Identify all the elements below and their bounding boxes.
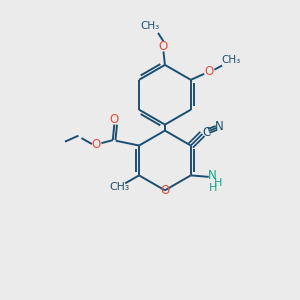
Text: O: O xyxy=(110,113,119,126)
Text: O: O xyxy=(159,40,168,53)
Text: CH₃: CH₃ xyxy=(221,56,241,65)
Text: CH₃: CH₃ xyxy=(110,182,130,193)
Text: O: O xyxy=(92,138,101,151)
Text: O: O xyxy=(160,184,170,197)
Text: H: H xyxy=(214,178,223,188)
Text: H: H xyxy=(208,183,217,193)
Text: C: C xyxy=(202,126,210,139)
Text: N: N xyxy=(214,120,223,133)
Text: O: O xyxy=(205,65,214,78)
Text: N: N xyxy=(208,169,217,182)
Text: CH₃: CH₃ xyxy=(140,21,160,32)
